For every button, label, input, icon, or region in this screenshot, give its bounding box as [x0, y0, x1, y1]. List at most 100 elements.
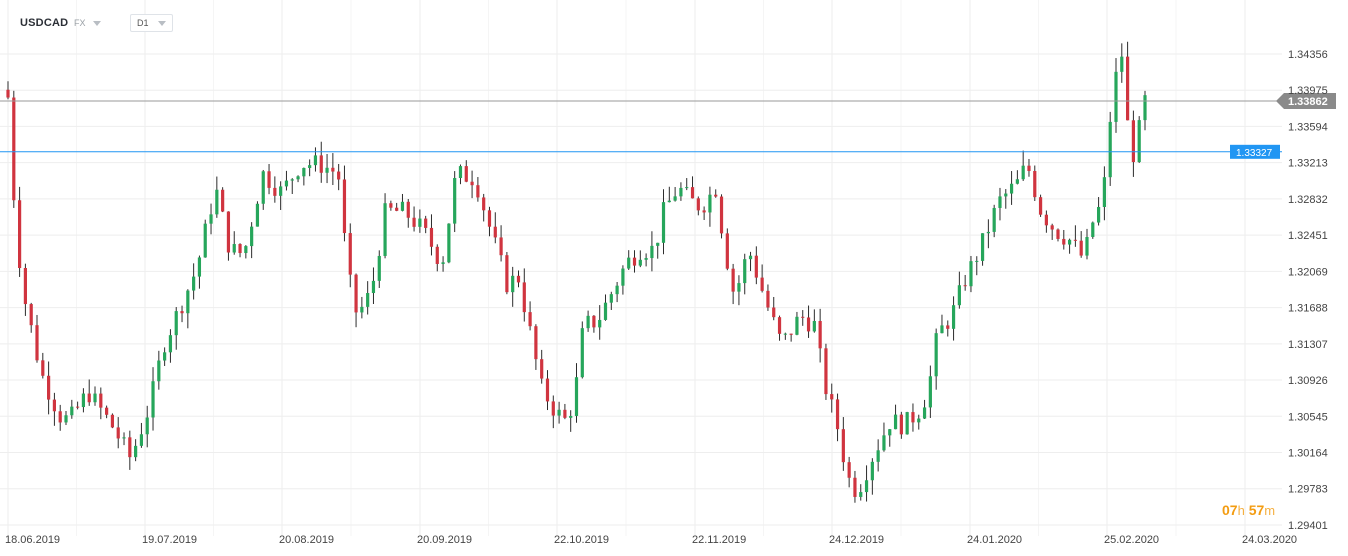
x-tick-label: 22.11.2019 — [692, 534, 746, 546]
candle-down — [487, 210, 492, 227]
candle-up — [603, 302, 608, 320]
candle-up — [812, 321, 816, 332]
candle-up — [656, 242, 660, 246]
candle-down — [493, 226, 497, 238]
candle-up — [151, 381, 155, 418]
candle-up — [366, 293, 370, 307]
candle-down — [12, 97, 16, 201]
candle-down — [6, 89, 10, 98]
candle-up — [870, 461, 874, 481]
candle-down — [1033, 170, 1037, 198]
candle-up — [197, 257, 202, 277]
candle-down — [847, 462, 851, 478]
candle-down — [99, 393, 103, 408]
price-axis[interactable]: 1.34356 1.33975 1.33594 1.33213 1.32832 1.324… — [1288, 49, 1328, 532]
candle-down — [58, 411, 62, 423]
last-price-marker — [1276, 92, 1336, 109]
price-lines: 1.33862 1.33327 — [0, 92, 1336, 159]
candle-up — [940, 325, 944, 334]
candle-up — [569, 415, 573, 418]
candle-down — [632, 257, 637, 266]
candle-up — [383, 203, 387, 256]
candle-up — [168, 335, 173, 353]
candle-down — [1079, 240, 1083, 256]
candle-down — [714, 194, 718, 197]
candle-up — [360, 306, 364, 313]
candle-down — [18, 200, 22, 268]
candle-up — [261, 171, 265, 204]
candle-down — [545, 378, 550, 402]
chevron-down-icon — [157, 20, 166, 26]
x-tick-label: 20.08.2019 — [279, 534, 334, 546]
candle-up — [1015, 179, 1019, 184]
candle-up — [882, 435, 886, 451]
candle-up — [992, 207, 996, 232]
candle-up — [1096, 206, 1101, 223]
candle-down — [534, 326, 538, 360]
candle-up — [1114, 71, 1118, 122]
symbol-label[interactable]: USDCAD — [20, 17, 69, 29]
candle-down — [464, 166, 468, 182]
candle-up — [679, 187, 683, 197]
candle-up — [957, 285, 961, 306]
candle-up — [859, 492, 863, 497]
candle-up — [511, 275, 515, 293]
candle-down — [818, 321, 822, 349]
candle-up — [93, 393, 97, 403]
candle-up — [951, 305, 956, 329]
time-axis[interactable]: 18.06.2019 19.07.2019 20.08.2019 20.09.2019… — [5, 534, 1297, 546]
candle-down — [180, 311, 184, 314]
candle-up — [673, 196, 677, 201]
candle-up — [296, 176, 300, 180]
timeframe-selector[interactable]: D1 — [130, 14, 173, 32]
candle-down — [766, 290, 770, 308]
candle-down — [412, 217, 416, 227]
candle-up — [1143, 95, 1147, 121]
candle-down — [128, 437, 132, 458]
candle-down — [406, 201, 410, 218]
candle-up — [192, 276, 196, 291]
x-tick-label: 24.01.2020 — [967, 534, 1022, 546]
candle-up — [557, 409, 561, 416]
candle-down — [528, 312, 532, 327]
candle-up — [1004, 193, 1008, 197]
candle-up — [743, 259, 747, 284]
candle-countdown: 07h 57m — [1222, 502, 1275, 518]
candle-down — [319, 155, 323, 173]
y-tick-label: 1.33213 — [1288, 158, 1328, 170]
candle-down — [23, 267, 28, 305]
candle-down — [1056, 229, 1060, 239]
y-tick-label: 1.30164 — [1288, 447, 1328, 459]
y-tick-label: 1.30926 — [1288, 375, 1328, 387]
candle-up — [244, 246, 248, 254]
candle-up — [122, 437, 126, 439]
candle-up — [203, 223, 207, 258]
candle-down — [273, 187, 277, 196]
candle-up — [313, 155, 318, 166]
candle-down — [267, 171, 271, 188]
candle-up — [400, 201, 405, 211]
candle-down — [476, 185, 480, 198]
candle-up — [1102, 177, 1106, 207]
candle-down — [540, 359, 544, 379]
x-tick-label: 24.03.2020 — [1242, 534, 1297, 546]
candle-up — [145, 417, 149, 435]
candle-up — [737, 283, 741, 292]
candle-down — [754, 255, 758, 278]
candle-down — [105, 407, 109, 415]
candle-up — [934, 333, 938, 377]
y-tick-label: 1.31307 — [1288, 339, 1328, 351]
candle-down — [772, 307, 776, 318]
candle-down — [946, 325, 950, 329]
candle-up — [609, 294, 613, 303]
candle-up — [232, 244, 236, 253]
candle-down — [348, 233, 352, 275]
candle-up — [447, 223, 451, 263]
candle-up — [279, 186, 283, 196]
candle-down — [824, 348, 828, 395]
candle-up — [377, 255, 381, 281]
candle-up — [441, 262, 445, 264]
market-selector[interactable]: FX — [74, 14, 101, 32]
vertical-grid — [7, 0, 1246, 536]
